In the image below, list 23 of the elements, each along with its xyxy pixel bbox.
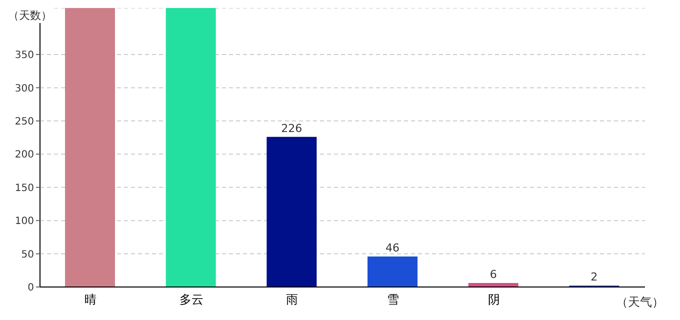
data-label: 46 [386, 241, 400, 254]
y-tick-label: 100 [14, 216, 34, 228]
data-label: 6 [490, 268, 497, 282]
x-tick-label: 多云 [179, 292, 204, 307]
y-tick-label: 50 [21, 249, 34, 260]
x-tick-label: 雨 [286, 292, 298, 307]
y-tick-label: 0 [28, 282, 34, 294]
bar [65, 8, 115, 287]
y-tick-label: 150 [14, 182, 34, 194]
data-label: 226 [281, 122, 302, 135]
y-tick-label: 250 [14, 116, 34, 128]
bar [368, 256, 418, 287]
y-tick-label: 350 [14, 50, 34, 62]
bar [166, 8, 216, 287]
bar [266, 136, 317, 287]
data-label: 2 [590, 270, 598, 284]
y-axis-title: （天数） [8, 8, 52, 23]
x-axis-title: （天气） [616, 294, 664, 311]
y-tick-label: 300 [14, 83, 34, 94]
x-tick-label: 雪 [386, 292, 399, 307]
x-tick-label: 晴 [84, 292, 96, 307]
x-tick-label: 阴 [488, 292, 500, 307]
y-tick-label: 200 [14, 150, 34, 161]
